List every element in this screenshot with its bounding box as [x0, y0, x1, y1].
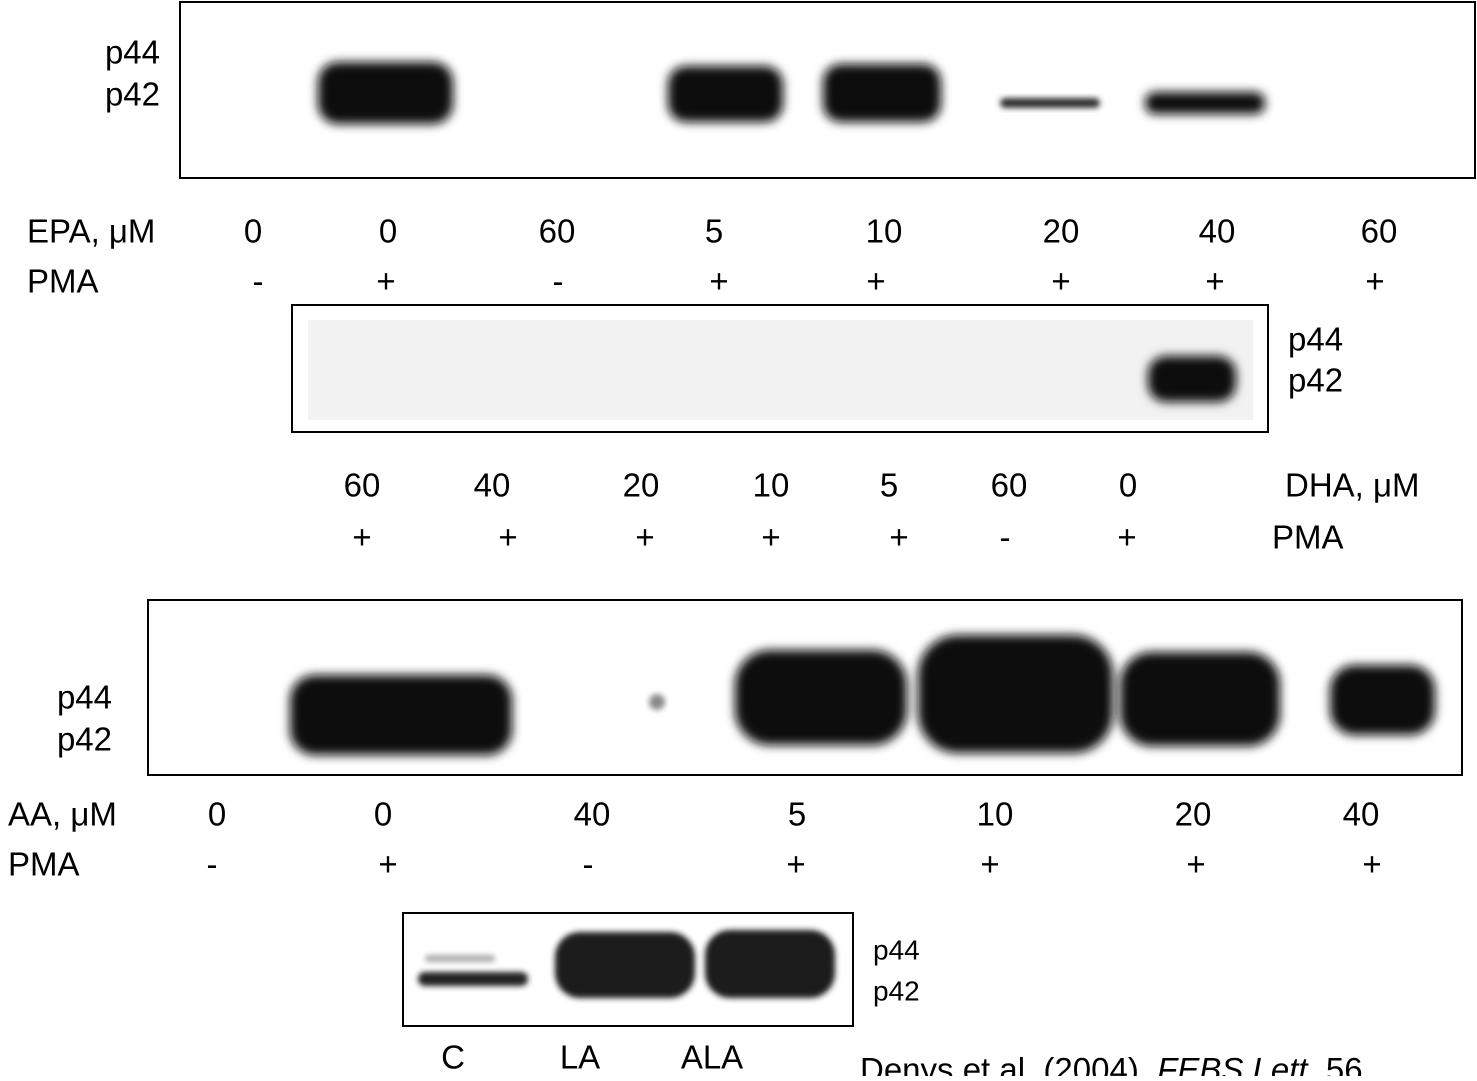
lane-label: 10 — [753, 467, 790, 504]
lane-label: 10 — [977, 796, 1014, 833]
lane-label: + — [378, 846, 397, 883]
lane-label: + — [635, 519, 654, 556]
band-marker: p44 — [105, 34, 160, 71]
lane-label: 20 — [1175, 796, 1212, 833]
band-marker: p44 — [1288, 321, 1343, 358]
citation-authors: Denys et al. (2004). — [860, 1051, 1148, 1076]
lane-label: 0 — [1119, 467, 1137, 504]
lane-label: LA — [560, 1039, 600, 1076]
row-label: PMA — [1272, 519, 1344, 556]
page: p44 p42 EPA, μM 0 0 60 5 10 20 40 60 PMA - + - + + + + + p44… — [0, 0, 1477, 1076]
lane-label: 60 — [539, 213, 576, 250]
citation: Denys et al. (2004). FEBS Lett. 56 — [860, 1051, 1363, 1076]
lane-label: 60 — [991, 467, 1028, 504]
lane-label: + — [376, 263, 395, 300]
lane-label: + — [1117, 519, 1136, 556]
lane-label: 40 — [1199, 213, 1236, 250]
lane-label: 60 — [1361, 213, 1398, 250]
lane-label: - — [583, 846, 594, 883]
row-label: PMA — [8, 846, 80, 883]
lane-label: + — [352, 519, 371, 556]
band-marker: p42 — [105, 76, 160, 113]
lane-label: - — [253, 263, 264, 300]
lane-label: + — [786, 846, 805, 883]
lane-label: - — [1000, 519, 1011, 556]
row-label: AA, μM — [8, 796, 117, 833]
lane-label: 10 — [866, 213, 903, 250]
lane-label: - — [553, 263, 564, 300]
lane-label: + — [761, 519, 780, 556]
lane-label: + — [1365, 263, 1384, 300]
lane-label: + — [866, 263, 885, 300]
lane-label: + — [980, 846, 999, 883]
lane-label: 5 — [705, 213, 723, 250]
lane-label: 20 — [623, 467, 660, 504]
lane-label: - — [207, 846, 218, 883]
lane-label: 0 — [374, 796, 392, 833]
blot-epa — [180, 2, 1475, 178]
citation-journal: FEBS Lett. — [1148, 1051, 1317, 1076]
lane-label: + — [1051, 263, 1070, 300]
lane-label: 60 — [344, 467, 381, 504]
lane-label: 20 — [1043, 213, 1080, 250]
blot-la-ala — [403, 913, 853, 1026]
blot-dha — [292, 305, 1268, 432]
figure: p44 p42 EPA, μM 0 0 60 5 10 20 40 60 PMA - + - + + + + + p44… — [0, 0, 1477, 1076]
row-label: PMA — [27, 263, 99, 300]
band-marker: p42 — [57, 721, 112, 758]
row-label: DHA, μM — [1285, 467, 1420, 504]
row-label: EPA, μM — [27, 213, 155, 250]
lane-label: 0 — [379, 213, 397, 250]
band-marker: p44 — [57, 679, 112, 716]
lane-label: + — [1362, 846, 1381, 883]
lane-label: 0 — [244, 213, 262, 250]
blot-aa — [148, 600, 1462, 775]
lane-label: 40 — [1343, 796, 1380, 833]
lane-label: 40 — [574, 796, 611, 833]
lane-label: + — [709, 263, 728, 300]
citation-volume: 56 — [1317, 1051, 1363, 1076]
lane-label: 5 — [788, 796, 806, 833]
lane-label: + — [1186, 846, 1205, 883]
lane-label: + — [498, 519, 517, 556]
lane-label: + — [889, 519, 908, 556]
lane-label: ALA — [681, 1039, 743, 1076]
lane-label: 5 — [880, 467, 898, 504]
lane-label: 0 — [208, 796, 226, 833]
lane-label: C — [441, 1039, 465, 1076]
band-marker: p42 — [873, 975, 920, 1006]
lane-label: + — [1205, 263, 1224, 300]
band-marker: p44 — [873, 934, 920, 965]
lane-label: 40 — [474, 467, 511, 504]
band-marker: p42 — [1288, 362, 1343, 399]
